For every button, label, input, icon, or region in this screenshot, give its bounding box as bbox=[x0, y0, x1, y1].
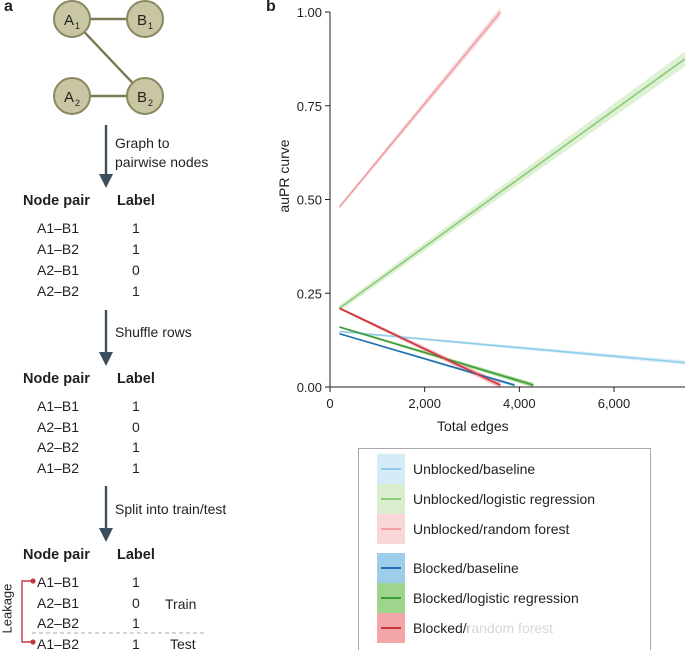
table3-row1-label: 1 bbox=[132, 574, 140, 590]
table2-row2-label: 0 bbox=[132, 419, 140, 435]
table1-row3-label: 0 bbox=[132, 262, 140, 278]
legend-item-unblocked-logistic-regression: Unblocked/logistic regression bbox=[377, 484, 595, 514]
step-shuffle-rows: Shuffle rows bbox=[115, 324, 192, 340]
x-tick-label: 6,000 bbox=[598, 396, 631, 411]
series-line-unblocked-baseline bbox=[339, 330, 685, 364]
legend-swatch-line bbox=[381, 468, 401, 470]
node-a1: A 1 bbox=[53, 0, 91, 38]
y-tick-label: 0.00 bbox=[297, 380, 322, 395]
table1-header-label: Label bbox=[117, 193, 155, 209]
table3-row2-pair: A2–B1 bbox=[37, 595, 80, 611]
table3-row4-label: 1 bbox=[132, 636, 140, 652]
legend-item-unblocked-baseline: Unblocked/baseline bbox=[377, 454, 535, 484]
svg-text:B: B bbox=[137, 12, 147, 29]
table1-row4-pair: A2–B2 bbox=[37, 283, 80, 299]
legend-item-blocked-baseline: Blocked/baseline bbox=[377, 553, 519, 583]
leakage-bracket bbox=[21, 578, 206, 645]
node-b2: B 2 bbox=[126, 77, 164, 115]
series-line-blocked-random-forest bbox=[339, 307, 501, 386]
table1-row2-label: 1 bbox=[132, 241, 140, 257]
legend-label: Blocked/baseline bbox=[413, 560, 519, 576]
aupr-chart: 0.00 0.25 0.50 0.75 1.00 0 2,000 4,000 6,000 bbox=[297, 5, 685, 411]
table2-header-pair: Node pair bbox=[23, 371, 90, 387]
series-line-unblocked-logistic-regression bbox=[338, 58, 685, 309]
legend-swatch-line bbox=[381, 528, 401, 530]
table3-row3-pair: A2–B2 bbox=[37, 615, 80, 631]
y-axis-title: auPR curve bbox=[276, 139, 292, 213]
y-tick-label: 0.75 bbox=[297, 99, 322, 114]
panel-a-letter: a bbox=[4, 0, 13, 15]
table2-row3-pair: A2–B2 bbox=[37, 439, 80, 455]
legend-item-blocked-logistic-regression: Blocked/logistic regression bbox=[377, 583, 579, 613]
ci-band-unblocked-logistic-regression bbox=[339, 51, 685, 312]
arrow-split bbox=[99, 486, 113, 542]
table2-row1-label: 1 bbox=[132, 398, 140, 414]
table1-header-pair: Node pair bbox=[23, 193, 90, 209]
legend-label: Unblocked/random forest bbox=[413, 521, 570, 537]
svg-text:2: 2 bbox=[148, 98, 153, 108]
table1-row4-label: 1 bbox=[132, 283, 140, 299]
table1-row1-pair: A1–B1 bbox=[37, 220, 80, 236]
x-axis-title: Total edges bbox=[437, 418, 509, 434]
x-tick-label: 4,000 bbox=[503, 396, 536, 411]
legend-label: Unblocked/logistic regression bbox=[413, 491, 596, 507]
y-tick-label: 0.25 bbox=[297, 286, 322, 301]
series-line-unblocked-random-forest bbox=[338, 11, 502, 208]
svg-text:1: 1 bbox=[148, 21, 153, 31]
table1-row3-pair: A2–B1 bbox=[37, 262, 80, 278]
svg-text:2: 2 bbox=[75, 98, 80, 108]
y-tick-label: 0.50 bbox=[297, 193, 322, 208]
y-tick-label: 1.00 bbox=[297, 5, 322, 20]
table1-row2-pair: A1–B2 bbox=[37, 241, 80, 257]
watermark-overlay bbox=[468, 619, 636, 641]
svg-text:B: B bbox=[137, 89, 147, 106]
test-label: Test bbox=[170, 636, 196, 652]
table1-row1-label: 1 bbox=[132, 220, 140, 236]
table2-header-label: Label bbox=[117, 371, 155, 387]
legend-swatch-line bbox=[381, 567, 401, 569]
node-b1: B 1 bbox=[126, 0, 164, 38]
legend-swatch-line bbox=[381, 597, 401, 599]
step-graph-to-pairwise: Graph to pairwise nodes bbox=[115, 135, 209, 170]
legend-label: Blocked/logistic regression bbox=[413, 590, 579, 606]
table3-header-pair: Node pair bbox=[23, 547, 90, 563]
table3-row3-label: 1 bbox=[132, 615, 140, 631]
table3-header-label: Label bbox=[117, 547, 155, 563]
train-label: Train bbox=[165, 596, 197, 612]
series-line-blocked-logistic-regression bbox=[339, 326, 534, 386]
node-graph: A 1 B 1 A 2 B 2 bbox=[53, 0, 164, 115]
svg-text:A: A bbox=[64, 12, 74, 29]
table2-row4-label: 1 bbox=[132, 460, 140, 476]
table3-row4-pair: A1–B2 bbox=[37, 636, 80, 652]
x-tick-label: 2,000 bbox=[408, 396, 441, 411]
flow-arrows bbox=[99, 125, 113, 542]
table2-row4-pair: A1–B2 bbox=[37, 460, 80, 476]
svg-text:1: 1 bbox=[75, 21, 80, 31]
arrow-shuffle bbox=[99, 310, 113, 366]
x-tick-label: 0 bbox=[326, 396, 333, 411]
table2-row1-pair: A1–B1 bbox=[37, 398, 80, 414]
step-split-train-test: Split into train/test bbox=[115, 501, 227, 517]
table2-row3-label: 1 bbox=[132, 439, 140, 455]
svg-text:A: A bbox=[64, 89, 74, 106]
series-line-blocked-baseline bbox=[339, 332, 515, 386]
node-a2: A 2 bbox=[53, 77, 91, 115]
arrow-graph-to-pairs bbox=[99, 125, 113, 188]
legend-item-unblocked-random-forest: Unblocked/random forest bbox=[377, 514, 569, 544]
table3-row2-label: 0 bbox=[132, 595, 140, 611]
table3-row1-pair: A1–B1 bbox=[37, 574, 80, 590]
leakage-label: Leakage bbox=[0, 583, 15, 634]
legend-swatch-line bbox=[381, 627, 401, 629]
legend-label: Unblocked/baseline bbox=[413, 461, 536, 477]
table2-row2-pair: A2–B1 bbox=[37, 419, 80, 435]
legend-swatch-line bbox=[381, 498, 401, 500]
panel-b-letter: b bbox=[266, 0, 276, 15]
